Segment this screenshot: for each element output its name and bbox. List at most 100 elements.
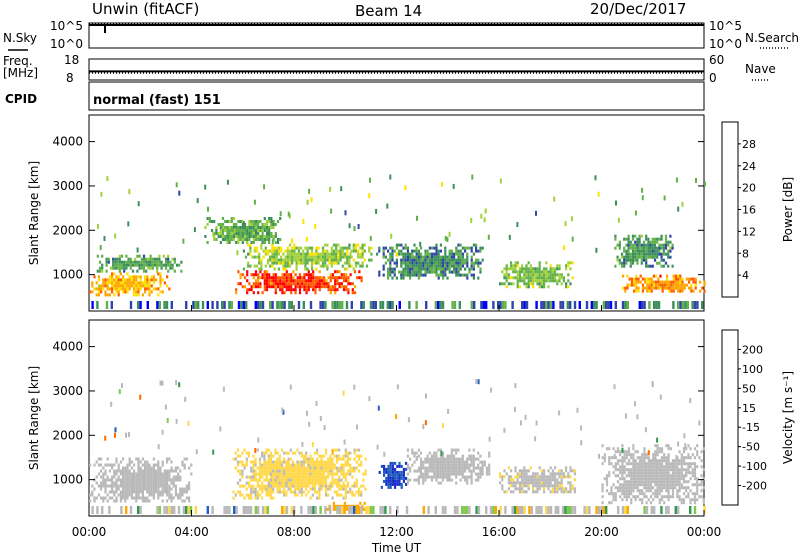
velocity-panel-echo-5-cell — [667, 486, 670, 490]
power-panel-echo-0-cell — [117, 284, 120, 288]
velocity-panel-echo-5-cell — [614, 462, 617, 466]
velocity-panel-echo-1-cell — [254, 496, 257, 500]
velocity-panel-echo-5-cell — [643, 471, 646, 475]
velocity-panel-echo-1-cell — [291, 451, 295, 455]
velocity-panel-echo-2-cell — [389, 464, 392, 468]
power-panel-echo-4-cell — [241, 241, 244, 244]
velocity-panel-echo-5-cell — [645, 489, 648, 493]
power-panel-echo-3-cell — [271, 255, 274, 259]
power-panel-echo-4-cell — [241, 220, 244, 223]
power-panel-echo-8-cell — [649, 252, 652, 256]
power-panel-echo-8-cell — [642, 252, 646, 256]
velocity-panel-echo-1-cell — [256, 472, 259, 476]
velocity-panel-echo-0-cell — [130, 460, 133, 464]
velocity-panel-echo-4-cell — [554, 472, 557, 476]
velocity-panel-echo-5-cell — [647, 465, 650, 469]
power-panel-near-range-cell — [259, 301, 262, 309]
power-panel-echo-4-cell — [250, 232, 253, 235]
velocity-panel-echo-0-cell — [93, 499, 96, 503]
velocity-panel-echo-5-cell — [636, 474, 639, 478]
velocity-panel-echo-2-cell — [387, 476, 390, 480]
velocity-panel-echo-1-cell — [324, 463, 328, 467]
velocity-panel-echo-1-cell — [252, 469, 255, 473]
power-panel-echo-6-cell — [554, 267, 557, 271]
velocity-panel-echo-5-cell — [669, 495, 672, 499]
power-panel-echo-4-cell — [250, 226, 253, 229]
power-panel-echo-4-cell — [241, 238, 244, 241]
power-panel-echo-2-cell — [243, 285, 247, 289]
velocity-panel-echo-1-cell — [360, 484, 363, 488]
velocity-panel-echo-5-cell — [696, 480, 699, 484]
velocity-panel-echo-1-cell — [298, 469, 301, 473]
power-panel-near-range-cell — [643, 301, 646, 309]
velocity-panel-echo-0-cell — [124, 466, 127, 470]
power-panel-echo-5-cell — [461, 255, 464, 259]
velocity-panel-echo-5-cell — [601, 462, 604, 466]
velocity-panel-scatter-cell — [308, 421, 311, 427]
power-panel-echo-1-cell — [123, 266, 126, 270]
velocity-panel-echo-5-cell — [658, 480, 661, 484]
power-panel-echo-3-cell — [269, 264, 272, 268]
velocity-panel-echo-1-cell — [353, 451, 356, 455]
power-panel-echo-4-cell — [221, 232, 225, 235]
velocity-panel-echo-5-cell — [645, 477, 648, 481]
velocity-panel-echo-1-cell — [276, 469, 279, 473]
power-panel-echo-1-cell — [105, 263, 108, 267]
power-panel-echo-2-cell — [272, 279, 275, 283]
velocity-panel-echo-4-cell — [540, 484, 543, 488]
power-panel-echo-6-cell — [516, 285, 519, 289]
velocity-panel-echo-1-cell — [300, 481, 303, 485]
power-panel-echo-6-cell — [527, 282, 530, 286]
power-panel-echo-6-cell — [516, 273, 519, 277]
velocity-panel-echo-3-cell — [417, 469, 420, 473]
power-panel-echo-4-cell — [257, 226, 260, 229]
power-panel-near-range-cell — [501, 301, 505, 309]
velocity-panel-echo-1-cell — [263, 454, 266, 458]
power-panel-echo-5-cell — [433, 252, 436, 256]
velocity-panel-echo-5-cell — [654, 471, 657, 475]
velocity-panel-near-range-cell — [511, 506, 514, 514]
power-panel-near-range-cell — [609, 301, 613, 309]
velocity-panel-echo-5-cell — [601, 444, 604, 448]
velocity-panel-echo-2-cell — [389, 473, 392, 477]
velocity-panel-echo-3-cell — [424, 469, 427, 473]
power-panel-echo-0-cell — [133, 281, 136, 285]
power-panel-echo-1-cell — [156, 260, 159, 264]
velocity-panel-echo-4-cell — [518, 475, 521, 479]
velocity-panel-echo-5-cell — [667, 480, 670, 484]
power-panel-echo-2-cell — [287, 285, 291, 289]
power-panel-echo-3-cell — [317, 252, 320, 256]
velocity-panel-echo-5-cell — [638, 456, 642, 460]
power-panel-echo-2-cell — [294, 291, 297, 295]
velocity-panel-echo-4-cell — [565, 466, 568, 470]
velocity-panel-echo-1-cell — [274, 463, 277, 467]
power-panel-echo-5-cell — [437, 264, 440, 268]
velocity-panel-echo-5-cell — [685, 474, 688, 478]
velocity-panel-echo-1-cell — [349, 490, 352, 494]
velocity-panel-near-range-cell — [643, 506, 646, 514]
power-panel-echo-1-cell — [138, 260, 141, 264]
power-panel-echo-4-cell — [237, 229, 240, 232]
power-panel-echo-5-cell — [477, 249, 480, 253]
velocity-panel-echo-1-cell — [300, 451, 303, 455]
power-panel-echo-5-cell — [446, 267, 449, 271]
velocity-panel-echo-1-cell — [344, 448, 347, 452]
power-panel-near-range-cell — [321, 301, 325, 309]
velocity-panel-echo-1-cell — [298, 451, 301, 455]
power-panel-echo-6-cell — [527, 285, 530, 289]
velocity-panel-echo-0-cell — [163, 490, 166, 494]
velocity-panel-echo-0-cell — [168, 490, 171, 494]
velocity-panel-echo-1-cell — [300, 463, 303, 467]
velocity-panel-near-range-cell — [693, 506, 697, 514]
velocity-panel-echo-5-cell — [652, 471, 655, 475]
velocity-panel-echo-1-cell — [267, 448, 270, 452]
power-panel-echo-5-cell — [475, 243, 478, 247]
velocity-panel-echo-0-cell — [155, 490, 158, 494]
power-panel-echo-2-cell — [239, 282, 242, 286]
velocity-panel-echo-0-cell — [166, 472, 169, 476]
velocity-panel-echo-5-cell — [601, 501, 604, 505]
power-panel-echo-6-cell — [554, 279, 557, 283]
velocity-panel-echo-1-cell — [263, 472, 266, 476]
velocity-panel-echo-1-cell — [258, 478, 262, 482]
power-panel-echo-0-cell — [146, 287, 149, 291]
